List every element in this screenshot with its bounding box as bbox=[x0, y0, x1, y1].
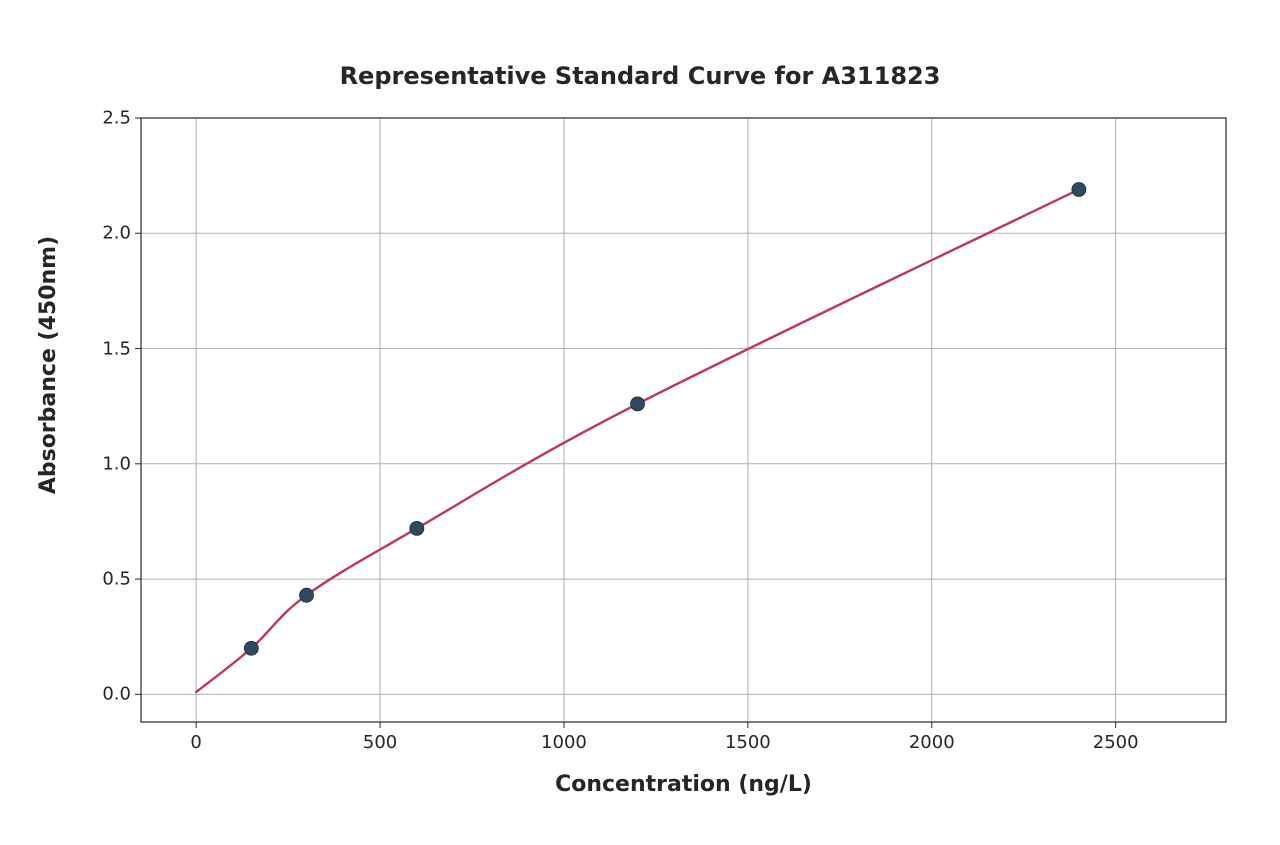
x-tick-label: 500 bbox=[363, 732, 397, 753]
y-ticks bbox=[135, 118, 141, 694]
data-point bbox=[244, 641, 258, 655]
y-axis-label: Absorbance (450nm) bbox=[36, 110, 61, 620]
y-tick-label: 0.0 bbox=[95, 684, 131, 705]
plot-area bbox=[0, 0, 1280, 845]
data-point bbox=[300, 588, 314, 602]
x-tick-label: 1500 bbox=[725, 732, 771, 753]
x-axis-label: Concentration (ng/L) bbox=[141, 772, 1226, 797]
x-tick-label: 2500 bbox=[1093, 732, 1139, 753]
y-tick-label: 0.5 bbox=[95, 569, 131, 590]
y-tick-label: 2.5 bbox=[95, 108, 131, 129]
y-tick-label: 2.0 bbox=[95, 223, 131, 244]
data-point bbox=[1072, 182, 1086, 196]
x-tick-label: 2000 bbox=[909, 732, 955, 753]
data-point bbox=[631, 397, 645, 411]
x-tick-label: 0 bbox=[190, 732, 201, 753]
figure: Representative Standard Curve for A31182… bbox=[0, 0, 1280, 845]
plot-background bbox=[141, 118, 1226, 722]
y-tick-label: 1.0 bbox=[95, 453, 131, 474]
x-tick-label: 1000 bbox=[541, 732, 587, 753]
x-ticks bbox=[196, 722, 1115, 728]
data-point bbox=[410, 521, 424, 535]
y-tick-label: 1.5 bbox=[95, 338, 131, 359]
